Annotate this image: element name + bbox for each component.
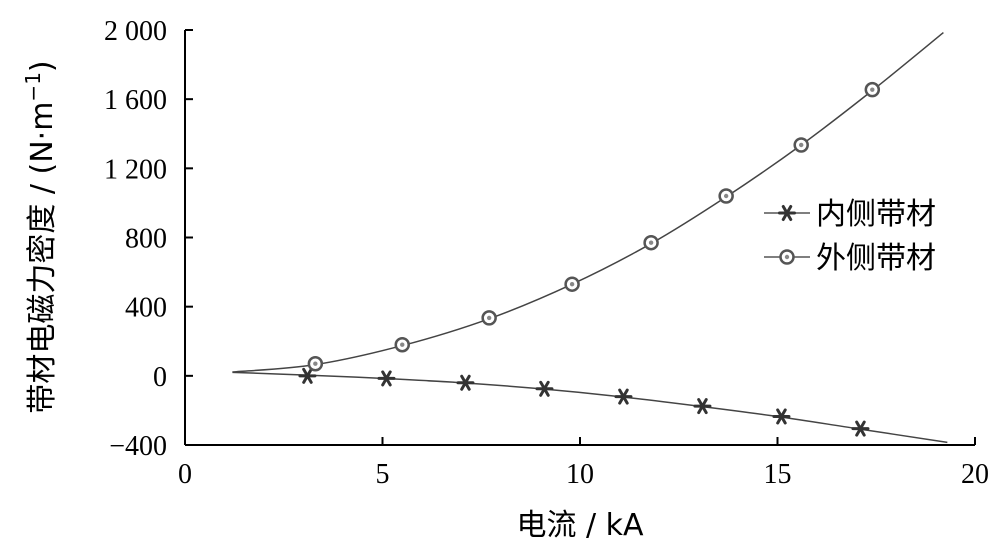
y-tick-label: 800 xyxy=(125,224,167,255)
outer-data-point xyxy=(793,137,809,153)
inner-data-point xyxy=(851,420,870,437)
x-tick-label: 10 xyxy=(566,459,594,490)
outer-data-point xyxy=(481,310,497,326)
markers xyxy=(298,81,881,437)
circle-dot xyxy=(648,240,654,245)
outer-data-point xyxy=(394,336,410,353)
outer-data-point xyxy=(718,188,734,204)
asterisk-stroke xyxy=(539,380,550,397)
inner-data-point xyxy=(377,370,396,387)
curves xyxy=(232,32,948,444)
y-axis-title-superscript: −1 xyxy=(21,72,45,101)
asterisk-stroke xyxy=(781,205,793,221)
y-axis-title-close: ) xyxy=(25,60,60,72)
circle-dot xyxy=(313,361,318,366)
y-tick-label: 2 000 xyxy=(104,16,167,47)
circle-dot xyxy=(400,342,405,347)
y-tick-labels: −400 0 400 800 1 200 1 600 2 000 xyxy=(104,16,167,462)
y-tick-label: 1 200 xyxy=(104,154,167,185)
y-axis-title: 带材电磁力密度 / (N·m−1) xyxy=(21,60,60,413)
y-tick-label: 1 600 xyxy=(104,85,167,116)
legend-label-outer: 外侧带材 xyxy=(816,241,936,276)
axes xyxy=(184,29,976,446)
circle-dot xyxy=(870,87,875,92)
x-tick-label: 20 xyxy=(961,459,989,490)
inner-data-point xyxy=(456,374,475,391)
inner-data-point xyxy=(535,380,554,397)
legend: 内侧带材 外侧带材 xyxy=(764,197,936,276)
inner-data-point xyxy=(693,398,712,415)
asterisk-stroke xyxy=(381,370,392,387)
series-line-outer xyxy=(232,32,944,373)
legend-marker-inner xyxy=(778,205,796,221)
legend-label-inner: 内侧带材 xyxy=(816,197,936,232)
circle-dot xyxy=(569,281,575,287)
inner-data-point xyxy=(614,388,633,405)
x-tick-label: 0 xyxy=(178,459,192,490)
inner-data-point xyxy=(772,408,791,425)
inner-data-point xyxy=(298,367,317,384)
circle-dot xyxy=(723,193,729,199)
asterisk-stroke xyxy=(460,374,471,391)
legend-marker-outer xyxy=(779,249,795,265)
outer-data-point xyxy=(864,81,881,98)
x-tick-label: 5 xyxy=(376,459,390,490)
asterisk-stroke xyxy=(302,367,313,384)
y-tick-label: 400 xyxy=(125,293,167,324)
outer-data-point xyxy=(564,276,580,292)
outer-data-point xyxy=(643,234,659,251)
y-tick-label: 0 xyxy=(153,362,167,393)
asterisk-stroke xyxy=(697,398,708,415)
y-tick-label: −400 xyxy=(109,431,167,462)
circle-dot xyxy=(784,254,790,260)
x-axis-title: 电流 / kA xyxy=(516,508,644,543)
asterisk-stroke xyxy=(855,420,866,437)
x-tick-label: 15 xyxy=(764,459,792,490)
series-line-inner xyxy=(232,371,948,444)
x-tick-labels: 0 5 10 15 20 xyxy=(178,459,989,490)
outer-data-point xyxy=(307,355,324,372)
asterisk-stroke xyxy=(618,388,629,405)
circle-dot xyxy=(486,315,492,321)
asterisk-stroke xyxy=(776,408,787,425)
y-axis-title-main: 带材电磁力密度 / (N·m xyxy=(25,102,60,414)
circle-dot xyxy=(799,142,804,148)
